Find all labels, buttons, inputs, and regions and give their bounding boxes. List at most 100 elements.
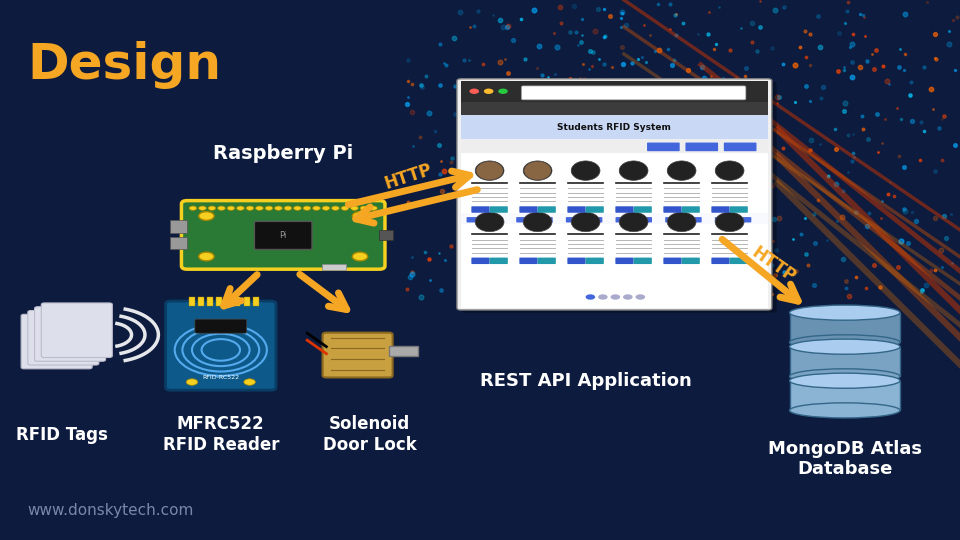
Circle shape	[323, 206, 330, 211]
Text: Pi: Pi	[279, 231, 287, 240]
Ellipse shape	[475, 161, 504, 180]
Bar	[461, 139, 768, 153]
Circle shape	[498, 89, 508, 94]
Ellipse shape	[667, 161, 696, 180]
Bar	[461, 81, 768, 102]
FancyBboxPatch shape	[536, 217, 553, 222]
FancyBboxPatch shape	[467, 217, 484, 222]
FancyBboxPatch shape	[665, 217, 683, 222]
FancyBboxPatch shape	[471, 206, 490, 213]
FancyBboxPatch shape	[538, 206, 556, 213]
FancyBboxPatch shape	[634, 258, 652, 264]
Circle shape	[244, 379, 255, 386]
Bar	[789, 381, 900, 410]
Circle shape	[469, 89, 479, 94]
Bar	[389, 346, 418, 356]
Bar	[789, 313, 900, 342]
Circle shape	[189, 206, 197, 211]
FancyBboxPatch shape	[647, 143, 680, 151]
FancyBboxPatch shape	[567, 258, 586, 264]
Circle shape	[265, 206, 273, 211]
FancyBboxPatch shape	[682, 258, 700, 264]
Bar	[170, 220, 187, 233]
FancyBboxPatch shape	[538, 258, 556, 264]
FancyBboxPatch shape	[21, 314, 92, 369]
Circle shape	[255, 206, 263, 211]
FancyBboxPatch shape	[730, 206, 748, 213]
FancyBboxPatch shape	[166, 301, 276, 390]
Ellipse shape	[789, 339, 900, 354]
Circle shape	[484, 89, 493, 94]
Bar	[234, 297, 240, 306]
FancyBboxPatch shape	[490, 206, 508, 213]
Bar	[207, 297, 213, 306]
Text: MFRC522
RFID Reader: MFRC522 RFID Reader	[162, 415, 279, 454]
FancyBboxPatch shape	[734, 217, 752, 222]
FancyBboxPatch shape	[181, 201, 385, 269]
FancyBboxPatch shape	[462, 82, 777, 313]
Text: Design: Design	[28, 41, 222, 89]
Circle shape	[294, 206, 301, 211]
Bar	[199, 297, 204, 306]
Bar	[461, 213, 768, 224]
Bar	[461, 115, 768, 139]
Bar	[170, 237, 187, 249]
FancyBboxPatch shape	[471, 258, 490, 264]
FancyBboxPatch shape	[615, 217, 633, 222]
Bar	[379, 230, 393, 240]
Ellipse shape	[523, 212, 552, 232]
FancyBboxPatch shape	[254, 221, 312, 249]
Ellipse shape	[789, 369, 900, 384]
Ellipse shape	[476, 161, 503, 180]
Text: RFID Tags: RFID Tags	[16, 426, 108, 444]
Circle shape	[623, 294, 633, 300]
FancyBboxPatch shape	[663, 206, 682, 213]
FancyBboxPatch shape	[323, 333, 393, 377]
FancyBboxPatch shape	[715, 217, 732, 222]
FancyBboxPatch shape	[635, 217, 652, 222]
Circle shape	[246, 206, 253, 211]
Ellipse shape	[619, 161, 648, 180]
Circle shape	[218, 206, 226, 211]
FancyBboxPatch shape	[567, 206, 586, 213]
FancyBboxPatch shape	[521, 86, 746, 100]
Bar	[189, 297, 195, 306]
Circle shape	[352, 252, 368, 261]
FancyBboxPatch shape	[519, 206, 538, 213]
Ellipse shape	[524, 161, 551, 180]
FancyBboxPatch shape	[195, 319, 247, 333]
Ellipse shape	[715, 212, 744, 232]
Ellipse shape	[789, 403, 900, 418]
FancyBboxPatch shape	[682, 206, 700, 213]
FancyBboxPatch shape	[486, 217, 503, 222]
Bar	[461, 115, 768, 308]
Ellipse shape	[667, 212, 696, 232]
Bar	[461, 102, 768, 115]
FancyBboxPatch shape	[516, 217, 534, 222]
Circle shape	[275, 206, 282, 211]
Circle shape	[199, 206, 206, 211]
Text: Solenoid
Door Lock: Solenoid Door Lock	[323, 415, 417, 454]
Circle shape	[341, 206, 348, 211]
Text: HTTP: HTTP	[749, 243, 799, 286]
FancyBboxPatch shape	[457, 79, 772, 310]
Text: REST API Application: REST API Application	[480, 372, 691, 390]
FancyBboxPatch shape	[615, 258, 634, 264]
Bar	[253, 297, 259, 306]
FancyBboxPatch shape	[28, 310, 99, 365]
Text: RFID-RC522: RFID-RC522	[203, 375, 239, 380]
Circle shape	[360, 206, 368, 211]
FancyBboxPatch shape	[711, 258, 730, 264]
Circle shape	[636, 294, 645, 300]
Text: www.donskytech.com: www.donskytech.com	[27, 503, 194, 518]
Ellipse shape	[571, 212, 600, 232]
Circle shape	[228, 206, 235, 211]
Ellipse shape	[789, 373, 900, 388]
Ellipse shape	[571, 161, 600, 180]
FancyBboxPatch shape	[724, 143, 756, 151]
Circle shape	[370, 206, 377, 211]
FancyBboxPatch shape	[634, 206, 652, 213]
Text: Raspberry Pi: Raspberry Pi	[213, 144, 353, 164]
Circle shape	[313, 206, 321, 211]
Bar	[217, 297, 223, 306]
